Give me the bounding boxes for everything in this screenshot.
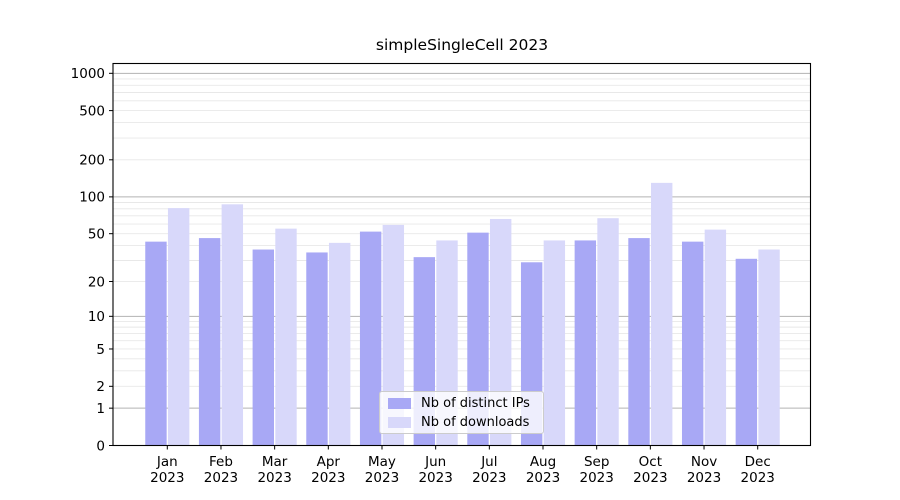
x-axis-tick-label-month: Oct	[639, 454, 662, 470]
bar-downloads-nov	[704, 229, 727, 446]
x-axis-tick-label-month: Sep	[584, 454, 609, 470]
x-axis-tick-label-year: 2023	[472, 470, 506, 486]
bar-distinct-ips-feb	[198, 238, 221, 446]
legend-swatch-downloads	[388, 416, 411, 428]
bar-downloads-oct	[651, 182, 673, 446]
legend: Nb of distinct IPs Nb of downloads	[379, 391, 544, 434]
chart-title: simpleSingleCell 2023	[375, 36, 549, 54]
legend-label-distinct-ips: Nb of distinct IPs	[421, 395, 530, 411]
y-axis-tick-label: 2	[96, 379, 105, 395]
y-axis-tick-label: 100	[79, 190, 105, 206]
bar-downloads-may	[382, 224, 405, 446]
y-axis-tick-label: 10	[88, 309, 105, 325]
x-axis-tick-label-year: 2023	[687, 470, 721, 486]
x-axis-tick-label-month: Jun	[424, 454, 446, 470]
bar-distinct-ips-dec	[735, 258, 758, 446]
x-axis-tick-label-year: 2023	[150, 470, 184, 486]
legend-swatch-distinct-ips	[388, 397, 411, 409]
x-axis-tick-label-year: 2023	[365, 470, 399, 486]
y-axis-tick-label: 1	[96, 401, 105, 417]
bar-downloads-sep	[597, 218, 619, 446]
x-axis-tick-label-month: Mar	[262, 454, 288, 470]
x-axis-tick-label-year: 2023	[204, 470, 238, 486]
bar-distinct-ips-jan	[145, 241, 167, 446]
x-axis-tick-label-year: 2023	[580, 470, 614, 486]
y-axis-tick-label: 5	[96, 342, 105, 358]
bar-distinct-ips-may	[359, 231, 382, 446]
x-axis-tick-label-year: 2023	[526, 470, 560, 486]
y-axis-tick-label: 20	[88, 274, 105, 290]
x-axis-tick-label-year: 2023	[257, 470, 291, 486]
x-axis-tick-label-year: 2023	[311, 470, 345, 486]
bar-downloads-mar	[275, 228, 297, 446]
y-axis-tick-label: 200	[79, 153, 105, 169]
legend-item-downloads: Nb of downloads	[388, 415, 543, 430]
plot-border	[112, 62, 812, 447]
bar-downloads-feb	[221, 204, 244, 446]
bar-downloads-dec	[758, 249, 780, 446]
bar-downloads-jan	[167, 208, 190, 446]
bar-distinct-ips-oct	[628, 238, 650, 446]
bar-distinct-ips-apr	[306, 252, 328, 446]
bar-distinct-ips-nov	[681, 241, 704, 446]
x-axis-tick-label-month: Dec	[745, 454, 771, 470]
x-axis-tick-label-month: Aug	[530, 454, 556, 470]
x-axis-tick-label-month: Feb	[209, 454, 233, 470]
x-axis-tick-label-month: Apr	[317, 454, 341, 470]
y-axis-tick-label: 50	[88, 226, 105, 242]
legend-item-distinct-ips: Nb of distinct IPs	[388, 396, 543, 411]
bar-downloads-jul	[489, 218, 512, 446]
legend-label-downloads: Nb of downloads	[421, 414, 530, 430]
bar-downloads-apr	[328, 242, 351, 446]
y-axis-tick-label: 1000	[71, 66, 105, 82]
x-axis-tick-label-year: 2023	[741, 470, 775, 486]
x-axis-tick-label-year: 2023	[633, 470, 667, 486]
x-axis-tick-label-month: Nov	[691, 454, 717, 470]
x-axis-tick-label-month: May	[368, 454, 396, 470]
y-axis-tick-label: 500	[79, 103, 105, 119]
x-axis-tick-label-month: Jan	[156, 454, 178, 470]
bar-downloads-aug	[543, 240, 566, 446]
x-axis-tick-label-year: 2023	[418, 470, 452, 486]
bar-distinct-ips-sep	[574, 240, 597, 446]
y-axis-tick-label: 0	[96, 438, 105, 454]
bar-distinct-ips-mar	[252, 249, 274, 446]
x-axis-tick-label-month: Jul	[480, 454, 497, 470]
